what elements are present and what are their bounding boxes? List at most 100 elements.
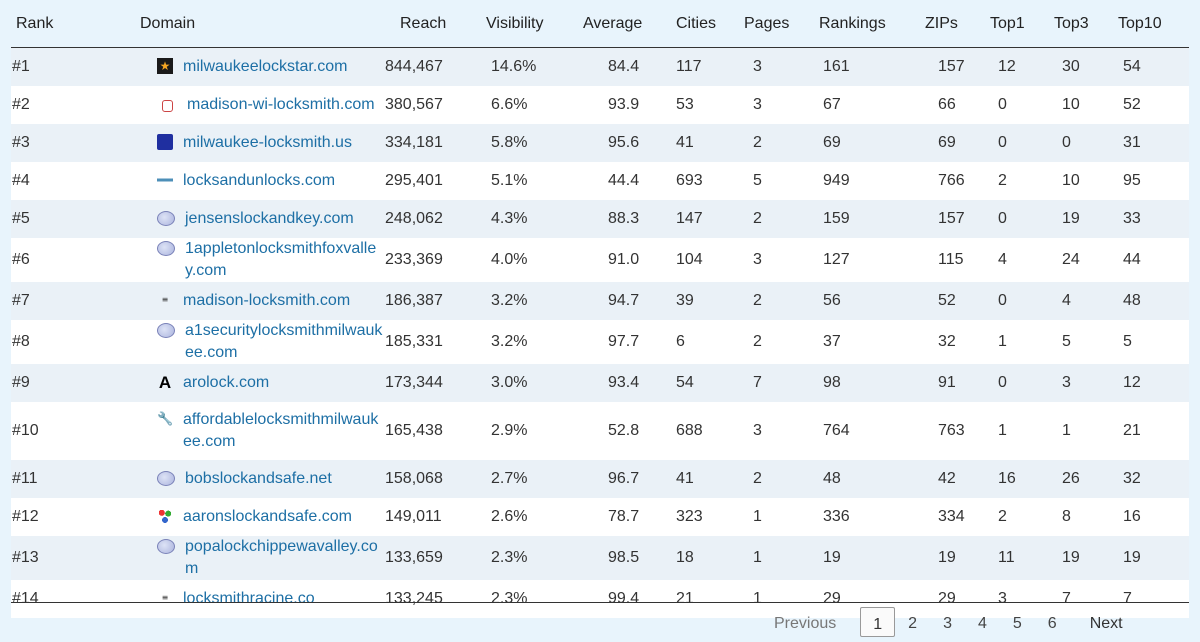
pages-cell: 1 — [753, 589, 762, 607]
top1-cell: 0 — [998, 209, 1007, 227]
top10-cell: 44 — [1123, 250, 1141, 268]
header-top10[interactable]: Top10 — [1118, 0, 1189, 48]
domain-wrapper: 1appletonlocksmithfoxvalley.com — [84, 238, 385, 282]
domain-link[interactable]: popalockchippewavalley.com — [185, 537, 378, 577]
pages-cell: 3 — [753, 95, 762, 113]
header-visibility[interactable]: Visibility — [486, 0, 583, 48]
header-cities[interactable]: Cities — [676, 0, 744, 48]
globe-icon — [157, 210, 175, 226]
pages-cell: 2 — [753, 209, 762, 227]
domain-link[interactable]: madison-wi-locksmith.com — [187, 95, 375, 113]
average-cell: 98.5 — [608, 548, 640, 566]
cities-cell: 104 — [676, 250, 703, 268]
top1-cell: 3 — [998, 589, 1007, 607]
pages-cell: 7 — [753, 373, 762, 391]
rankings-cell: 19 — [823, 548, 841, 566]
domain-link[interactable]: locksmithracine.co — [183, 589, 315, 607]
top10-cell: 7 — [1123, 589, 1132, 607]
header-rank[interactable]: Rank — [11, 0, 84, 48]
reach-cell: 186,387 — [385, 291, 443, 309]
domain-link[interactable]: bobslockandsafe.net — [185, 469, 332, 487]
top3-cell: 24 — [1062, 250, 1080, 268]
domain-link[interactable]: milwaukee-locksmith.us — [183, 133, 352, 151]
pagination-previous-button[interactable]: Previous — [774, 615, 837, 632]
rank-cell: #1 — [12, 57, 30, 75]
domain-wrapper: madison-wi-locksmith.com — [84, 94, 385, 116]
top10-cell: 19 — [1123, 548, 1141, 566]
domain-link[interactable]: affordablelocksmithmilwaukee.com — [183, 410, 379, 450]
header-top3[interactable]: Top3 — [1054, 0, 1118, 48]
domain-link[interactable]: arolock.com — [183, 373, 270, 391]
pages-cell: 2 — [753, 291, 762, 309]
domain-wrapper: milwaukee-locksmith.us — [84, 132, 385, 154]
top10-cell: 31 — [1123, 133, 1141, 151]
domain-link[interactable]: aaronslockandsafe.com — [183, 507, 352, 525]
cities-cell: 54 — [676, 373, 694, 391]
domain-link[interactable]: locksandunlocks.com — [183, 171, 336, 189]
domain-wrapper: bobslockandsafe.net — [84, 468, 385, 490]
rankings-cell: 48 — [823, 469, 841, 487]
average-cell: 96.7 — [608, 469, 640, 487]
globe-icon — [157, 470, 175, 486]
lock-icon — [162, 99, 173, 112]
zips-cell: 763 — [938, 421, 965, 439]
top3-cell: 8 — [1062, 507, 1071, 525]
header-zips[interactable]: ZIPs — [925, 0, 990, 48]
domain-cell: aaronslockandsafe.com — [84, 498, 385, 536]
visibility-cell: 2.7% — [491, 469, 528, 487]
rankings-cell: 67 — [823, 95, 841, 113]
header-reach[interactable]: Reach — [385, 0, 486, 48]
zips-cell: 69 — [938, 133, 956, 151]
visibility-cell: 5.8% — [491, 133, 528, 151]
domain-wrapper: a1securitylocksmithmilwaukee.com — [84, 320, 385, 364]
domain-link[interactable]: jensenslockandkey.com — [185, 209, 354, 227]
domain-link[interactable]: madison-locksmith.com — [183, 291, 351, 309]
rankings-table-body: #1 ★ milwaukeelockstar.com 844,467 14.6% 84.4… — [11, 47, 1189, 618]
zips-cell: 115 — [938, 250, 964, 268]
header-domain[interactable]: Domain — [84, 0, 385, 48]
visibility-cell: 4.3% — [491, 209, 528, 227]
header-average[interactable]: Average — [583, 0, 676, 48]
domain-link[interactable]: a1securitylocksmithmilwaukee.com — [185, 321, 383, 361]
top3-cell: 1 — [1062, 421, 1071, 439]
rankings-cell: 127 — [823, 250, 850, 268]
table-row: #5 jensenslockandkey.com 248,062 4.3% 88.3 14… — [11, 199, 1189, 238]
pages-cell: 3 — [753, 250, 762, 268]
table-row: #8 a1securitylocksmithmilwaukee.com 185,33… — [11, 319, 1189, 364]
rankings-cell: 98 — [823, 373, 841, 391]
pagination-next-button[interactable]: Next — [1089, 615, 1123, 632]
pagination-page-2[interactable]: 2 — [908, 615, 918, 632]
zips-cell: 157 — [938, 209, 965, 227]
domain-cell: a1securitylocksmithmilwaukee.com — [84, 320, 385, 364]
domain-cell: milwaukee-locksmith.us — [84, 124, 385, 162]
pagination-page-4[interactable]: 4 — [977, 615, 987, 632]
domain-link[interactable]: 1appletonlocksmithfoxvalley.com — [185, 239, 377, 279]
domain-cell: jensenslockandkey.com — [84, 200, 385, 238]
domain-wrapper: aaronslockandsafe.com — [84, 506, 385, 528]
top3-cell: 4 — [1062, 291, 1071, 309]
visibility-cell: 2.6% — [491, 507, 528, 525]
header-rankings[interactable]: Rankings — [819, 0, 925, 48]
table-row: #10 🔧 affordablelocksmithmilwaukee.com 165,… — [11, 401, 1189, 460]
top3-cell: 19 — [1062, 548, 1080, 566]
domain-wrapper: ≡ madison-locksmith.com — [84, 290, 385, 312]
domain-link[interactable]: milwaukeelockstar.com — [183, 57, 348, 75]
zips-cell: 91 — [938, 373, 956, 391]
top1-cell: 2 — [998, 171, 1007, 189]
top10-cell: 54 — [1123, 57, 1141, 75]
pagination-page-3[interactable]: 3 — [943, 615, 952, 632]
top10-cell: 52 — [1123, 95, 1141, 113]
pagination-page-1[interactable]: 1 — [860, 607, 896, 637]
header-pages[interactable]: Pages — [744, 0, 819, 48]
visibility-cell: 5.1% — [491, 171, 528, 189]
top10-cell: 21 — [1123, 421, 1141, 439]
pagination-page-6[interactable]: 6 — [1047, 615, 1057, 632]
top1-cell: 16 — [998, 469, 1016, 487]
domain-wrapper: ★ milwaukeelockstar.com — [84, 56, 385, 78]
globe-icon — [157, 240, 175, 256]
header-top1[interactable]: Top1 — [990, 0, 1054, 48]
average-cell: 52.8 — [608, 421, 640, 439]
visibility-cell: 3.2% — [491, 291, 528, 309]
pagination-page-5[interactable]: 5 — [1012, 615, 1022, 632]
rankings-cell: 949 — [823, 171, 850, 189]
